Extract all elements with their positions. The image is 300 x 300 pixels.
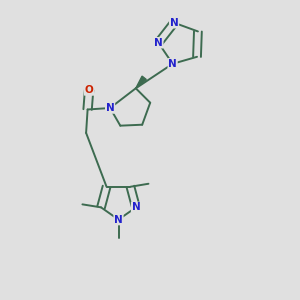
Text: N: N xyxy=(106,103,115,113)
Text: O: O xyxy=(85,85,94,95)
Polygon shape xyxy=(136,76,146,88)
Text: N: N xyxy=(154,38,163,48)
Text: N: N xyxy=(168,59,177,69)
Text: N: N xyxy=(132,202,140,212)
Text: N: N xyxy=(114,214,123,225)
Text: N: N xyxy=(170,18,178,28)
